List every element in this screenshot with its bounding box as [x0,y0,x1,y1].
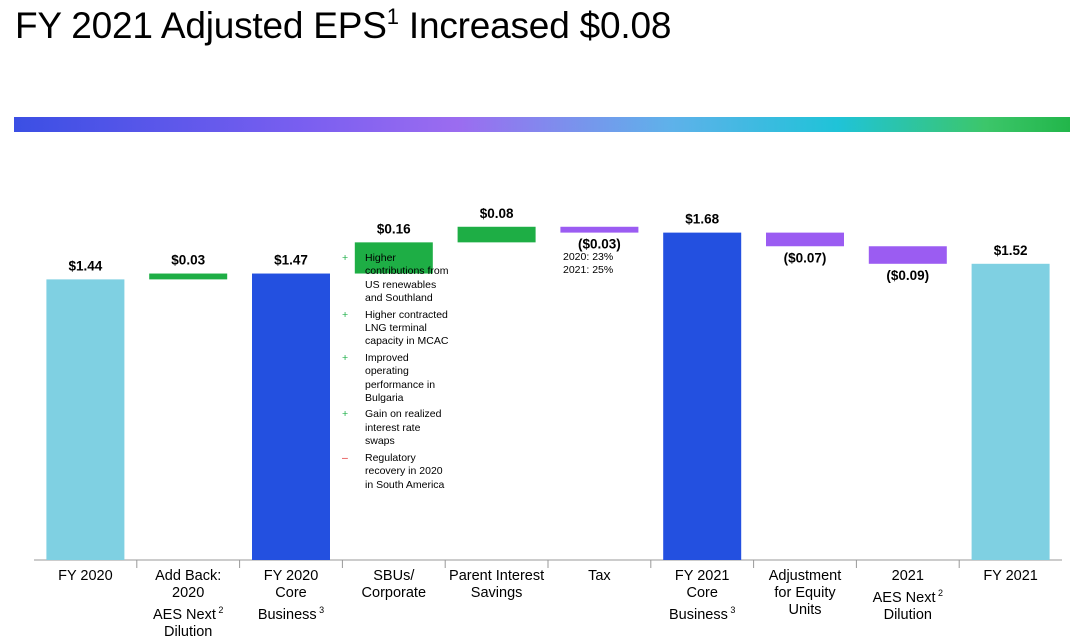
value-label-1: $1.44 [69,258,103,273]
sbus-note-4: + Gain on realized interest rate swaps [340,408,450,448]
bar-9 [868,246,947,264]
category-label-8: Adjustment for Equity Units [768,568,842,618]
tax-note-1: 2020: 23% [563,251,614,263]
bar-1 [46,279,125,560]
value-label-5: $0.08 [480,206,514,221]
value-label-7: $1.68 [685,212,719,227]
bar-8 [766,232,844,247]
category-label-5: Parent Interest Savings [449,568,545,601]
plus-icon: + [342,351,349,364]
title-footnote: 1 [386,4,399,29]
value-label-2: $0.03 [171,253,205,268]
value-label-8: ($0.07) [784,250,827,265]
category-label-2: Add Back: 2020 AES Next 2 Dilution [153,568,224,640]
value-label-10: $1.52 [994,243,1028,258]
page-title: FY 2021 Adjusted EPS1 Increased $0.08 [15,4,671,47]
bar-10 [971,263,1050,560]
minus-icon: – [342,451,348,464]
title-main: FY 2021 Adjusted EPS [15,5,387,46]
sbus-notes-list: + Higher contributions from US renewables… [340,252,450,495]
sbus-note-5: – Regulatory recovery in 2020 in South Am… [340,452,450,492]
value-label-6: ($0.03) [578,237,621,252]
plus-icon: + [342,408,349,421]
category-label-9: 2021 AES Next 2 Dilution [872,568,943,623]
tax-note-2: 2021: 25% [563,264,614,276]
value-label-3: $1.47 [274,253,308,268]
bar-4 [354,242,433,274]
category-label-7: FY 2021 Core Business 3 [669,568,736,623]
sbus-note-text: Higher contributions from US renewables … [365,252,449,305]
bar-3 [252,273,330,560]
sbus-note-text: Higher contracted LNG terminal capacity … [365,308,449,348]
value-label-4: $0.16 [377,221,411,236]
category-label-6: Tax [588,568,611,584]
plus-icon: + [342,252,349,264]
sbus-note-1: + Higher contributions from US renewables… [340,252,450,306]
title-rest: Increased $0.08 [398,5,672,46]
category-label-3: FY 2020 Core Business 3 [257,568,325,623]
sbus-note-text: Regulatory recovery in 2020 in South Ame… [365,451,445,491]
category-label-4: SBUs/Corporate [361,568,427,601]
sbus-note-text: Gain on realized interest rate swaps [365,408,442,448]
category-label-1: FY 2020 [58,568,113,584]
sbus-note-3: + Improved operating performance in Bulga… [340,352,450,406]
gradient-divider [14,117,1070,132]
value-label-9: ($0.09) [886,268,929,283]
sbus-note-2: + Higher contracted LNG terminal capacity… [340,309,450,349]
bar-2 [149,273,228,280]
bar-7 [663,232,742,560]
category-label-10: FY 2021 [983,568,1038,584]
sbus-note-text: Improved operating performance in Bulgar… [365,351,436,405]
bar-6 [560,226,639,233]
tax-notes: 2020: 23% 2021: 25% [563,251,613,277]
bar-5 [457,226,536,243]
plus-icon: + [342,308,349,321]
